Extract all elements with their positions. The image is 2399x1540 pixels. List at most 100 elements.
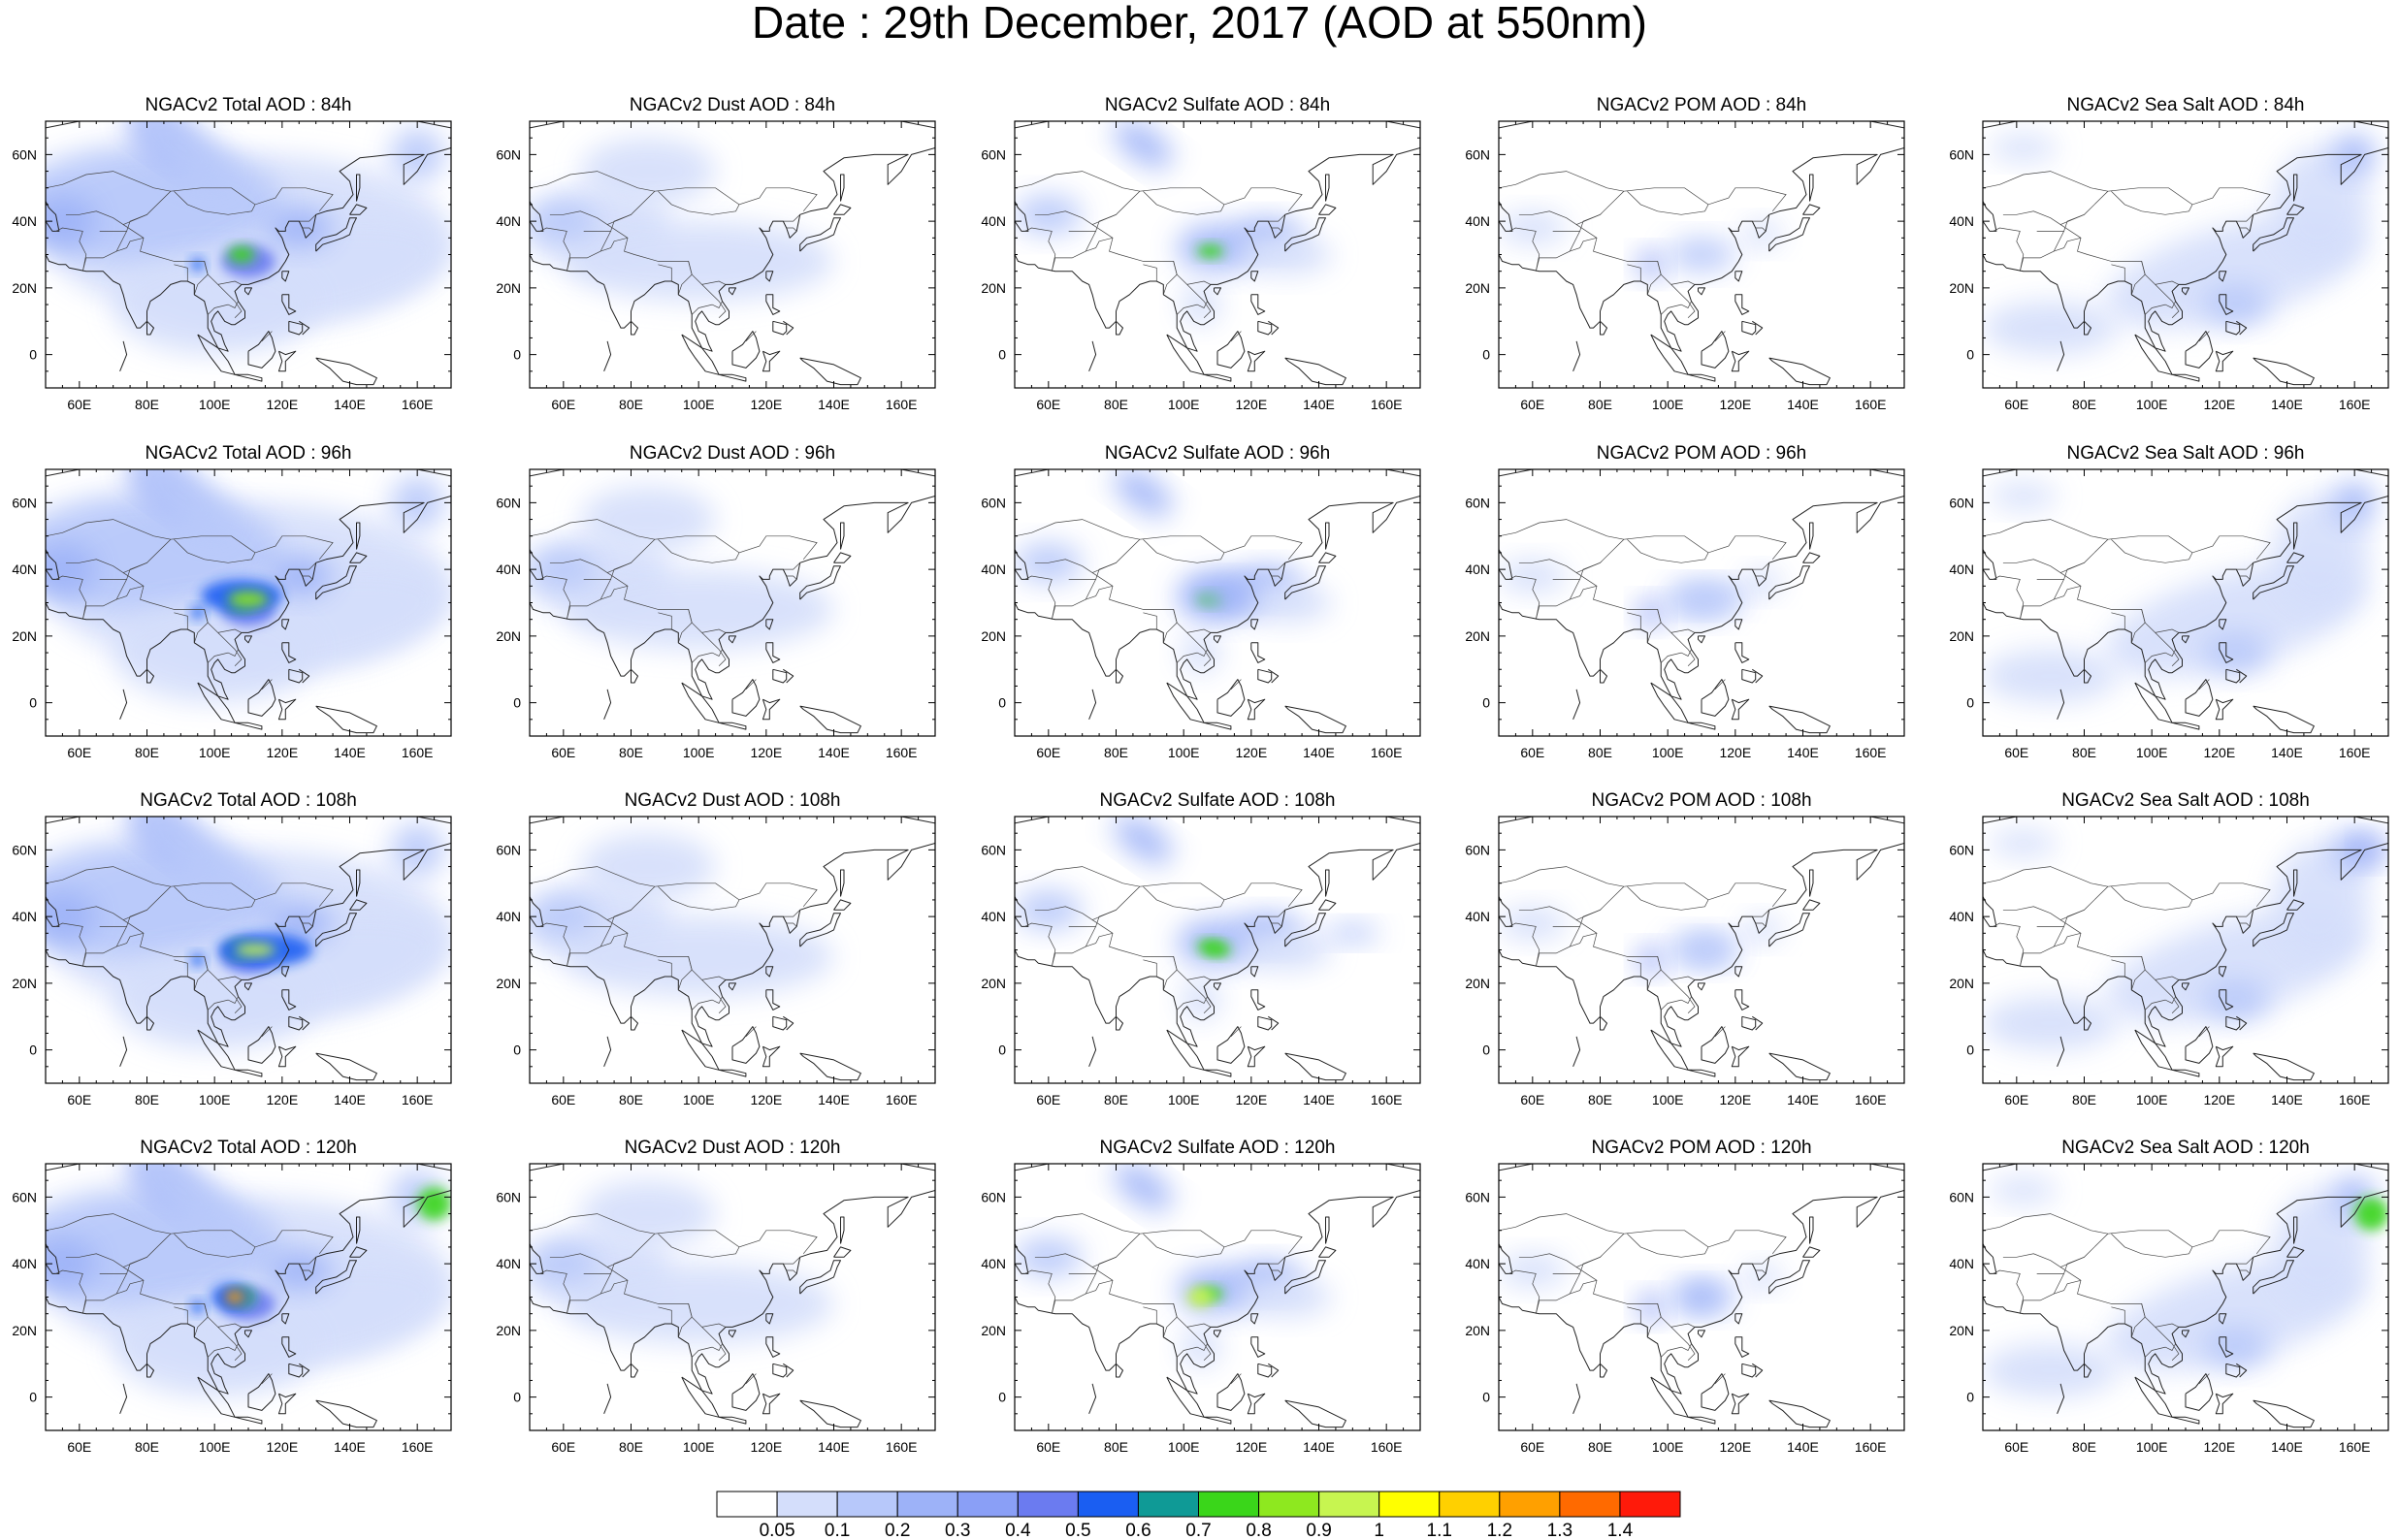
lon-tick-label: 160E: [2339, 1439, 2371, 1455]
lon-tick-label: 60E: [1520, 1092, 1544, 1107]
aod-plume: [1681, 936, 1735, 964]
aod-plume: [2202, 1327, 2271, 1367]
lat-tick-label: 60N: [1949, 842, 1974, 857]
axis-ticks: [45, 1163, 452, 1431]
panel-title: NGACv2 Sulfate AOD : 108h: [1099, 790, 1336, 811]
panel-title: NGACv2 Sea Salt AOD : 84h: [2066, 95, 2305, 115]
aod-plume: [563, 1264, 834, 1344]
map-panel: 60E 80E 100E 120E 140E 160E 60N 40N 20N 0: [12, 120, 452, 412]
lat-tick-label: 40N: [496, 213, 521, 229]
panel-title: NGACv2 Sulfate AOD : 120h: [1099, 1138, 1336, 1158]
aod-plume: [1237, 582, 1333, 624]
aod-field: [530, 833, 834, 997]
aod-plume: [228, 591, 269, 608]
lon-tick-label: 120E: [2203, 1092, 2235, 1107]
aod-plume: [1499, 559, 1567, 594]
aod-plume: [190, 952, 205, 967]
aod-plume: [1983, 649, 2119, 703]
lon-tick-label: 60E: [67, 1439, 91, 1455]
aod-plume: [1180, 284, 1221, 325]
colorbar-label: 0.3: [945, 1521, 970, 1540]
country-borders: [1499, 866, 1787, 1038]
aod-plume: [580, 486, 716, 553]
aod-plume: [1989, 829, 2058, 857]
aod-plume: [1180, 632, 1221, 673]
lon-tick-label: 140E: [1303, 397, 1335, 412]
aod-field: [530, 1180, 834, 1344]
lon-tick-label: 60E: [551, 1092, 575, 1107]
map-panel: 60E 80E 100E 120E 140E 160E 60N 40N 20N 0: [981, 468, 1421, 760]
lon-tick-label: 100E: [1168, 1439, 1200, 1455]
colorbar-label: 0.7: [1185, 1521, 1211, 1540]
colorbar-box: [1017, 1491, 1079, 1518]
lon-tick-label: 100E: [1168, 1092, 1200, 1107]
colorbar-box: [776, 1491, 838, 1518]
colorbar-box: [896, 1491, 958, 1518]
lon-tick-label: 80E: [1588, 1439, 1612, 1455]
aod-plume: [1499, 210, 1567, 245]
lon-tick-label: 120E: [1719, 397, 1751, 412]
aod-plume: [1186, 1287, 1215, 1307]
lat-tick-label: 60N: [1949, 146, 1974, 162]
lat-tick-label: 20N: [1949, 280, 1974, 296]
colorbar-box: [1198, 1491, 1260, 1518]
lon-tick-label: 140E: [334, 397, 366, 412]
lon-tick-label: 60E: [551, 397, 575, 412]
country-borders: [1015, 1213, 1303, 1385]
lat-tick-label: 20N: [12, 628, 37, 644]
aod-plume: [2357, 836, 2385, 864]
lon-tick-label: 160E: [2339, 397, 2371, 412]
panel-title: NGACv2 POM AOD : 84h: [1596, 95, 1807, 115]
lon-tick-label: 120E: [2203, 1439, 2235, 1455]
colorbar-box: [1378, 1491, 1441, 1518]
aod-plume: [1237, 1276, 1333, 1318]
lat-tick-label: 60N: [981, 495, 1006, 510]
panel-title: NGACv2 Total AOD : 84h: [145, 95, 352, 115]
lat-tick-label: 20N: [1465, 280, 1490, 296]
aod-field: [46, 469, 451, 703]
country-borders: [1015, 866, 1303, 1038]
lat-tick-label: 60N: [496, 842, 521, 857]
panel-title: NGACv2 POM AOD : 108h: [1591, 790, 1812, 811]
lon-tick-label: 80E: [1104, 397, 1128, 412]
colorbar-label: 1.1: [1427, 1521, 1452, 1540]
lat-tick-label: 60N: [1949, 495, 1974, 510]
lat-tick-label: 0: [1482, 1043, 1490, 1058]
country-borders: [46, 171, 334, 342]
country-borders: [46, 519, 334, 690]
lon-tick-label: 140E: [818, 745, 850, 760]
aod-plume: [128, 1164, 234, 1232]
map-panel: 60E 80E 100E 120E 140E 160E 60N 40N 20N 0: [981, 816, 1421, 1107]
aod-plume: [46, 542, 97, 596]
aod-field: [1499, 559, 1783, 626]
lon-tick-label: 60E: [67, 397, 91, 412]
aod-plume: [563, 569, 834, 650]
lat-tick-label: 60N: [12, 495, 37, 510]
country-borders: [1015, 519, 1303, 690]
lat-tick-label: 40N: [12, 213, 37, 229]
aod-plume: [580, 138, 716, 205]
aod-field: [46, 817, 451, 1050]
lon-tick-label: 160E: [886, 1439, 918, 1455]
lat-tick-label: 0: [29, 347, 37, 363]
lon-tick-label: 60E: [1520, 397, 1544, 412]
axis-ticks: [1982, 1163, 2389, 1431]
axis-ticks: [1014, 816, 1421, 1084]
map-panel: 60E 80E 100E 120E 140E 160E 60N 40N 20N 0: [981, 120, 1421, 412]
axis-ticks: [1498, 468, 1905, 737]
lat-tick-label: 0: [513, 347, 521, 363]
lat-tick-label: 60N: [496, 146, 521, 162]
country-borders: [1499, 519, 1787, 690]
aod-plume: [1668, 238, 1735, 272]
lon-tick-label: 100E: [1652, 1092, 1684, 1107]
lon-tick-label: 100E: [683, 1439, 715, 1455]
aod-plume: [580, 1180, 716, 1247]
colorbar-label: 0.8: [1246, 1521, 1271, 1540]
aod-plume: [235, 943, 276, 957]
lat-tick-label: 0: [998, 1043, 1006, 1058]
axis-ticks: [529, 468, 936, 737]
lat-tick-label: 20N: [1465, 628, 1490, 644]
lat-tick-label: 40N: [496, 1256, 521, 1271]
map-panel: 60E 80E 100E 120E 140E 160E 60N 40N 20N 0: [496, 468, 936, 760]
aod-field: [46, 121, 451, 355]
